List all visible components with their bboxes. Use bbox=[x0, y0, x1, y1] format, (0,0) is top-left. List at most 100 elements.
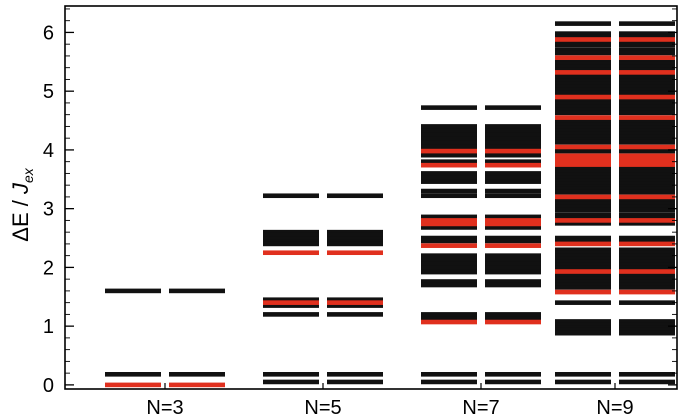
energy-level-right-black bbox=[619, 67, 675, 72]
energy-level-right-black bbox=[619, 122, 675, 127]
energy-level-left-black bbox=[555, 178, 611, 183]
energy-level-right-black bbox=[619, 137, 675, 142]
energy-level-left-black bbox=[421, 214, 477, 220]
energy-level-right-black bbox=[619, 125, 675, 130]
energy-level-left-black bbox=[555, 134, 611, 139]
energy-level-right-black bbox=[485, 257, 541, 263]
energy-level-left-black bbox=[421, 279, 477, 284]
energy-level-left-black bbox=[555, 137, 611, 142]
energy-level-left-black bbox=[421, 136, 477, 142]
energy-level-left-black bbox=[555, 250, 611, 256]
energy-level-left-black bbox=[555, 212, 611, 217]
energy-level-right-black bbox=[619, 330, 675, 336]
energy-level-right-black bbox=[327, 236, 383, 242]
energy-level-left-black bbox=[555, 107, 611, 113]
level-column-n5 bbox=[263, 193, 383, 385]
energy-level-left-black bbox=[555, 58, 611, 63]
energy-level-left-red bbox=[555, 241, 611, 247]
energy-level-left-black bbox=[555, 34, 611, 39]
y-tick-label: 3 bbox=[43, 199, 54, 221]
energy-level-left-black bbox=[555, 330, 611, 336]
energy-level-left-black bbox=[421, 238, 477, 244]
energy-level-right-black bbox=[327, 297, 383, 303]
energy-level-left-black bbox=[421, 140, 477, 146]
energy-level-left-red bbox=[555, 218, 611, 223]
energy-level-right-black bbox=[485, 179, 541, 184]
energy-level-left-red bbox=[421, 319, 477, 325]
energy-level-right-red bbox=[619, 156, 675, 162]
energy-level-right-black bbox=[619, 58, 675, 63]
energy-level-right-black bbox=[485, 253, 541, 258]
energy-level-right-black bbox=[619, 186, 675, 192]
energy-level-right-black bbox=[485, 132, 541, 137]
energy-level-left-red bbox=[555, 156, 611, 162]
energy-level-right-black bbox=[485, 152, 541, 158]
energy-level-left-black bbox=[421, 269, 477, 275]
energy-level-right-red bbox=[619, 218, 675, 223]
energy-level-left-black bbox=[555, 119, 611, 125]
energy-level-right-black bbox=[619, 87, 675, 93]
energy-level-right-black bbox=[327, 239, 383, 244]
energy-level-left-red bbox=[421, 243, 477, 248]
energy-level-left-red bbox=[263, 300, 319, 305]
energy-level-right-black bbox=[619, 189, 675, 195]
energy-level-left-red bbox=[421, 162, 477, 168]
energy-level-right-red bbox=[619, 115, 675, 120]
energy-level-right-black bbox=[485, 238, 541, 244]
energy-level-left-black bbox=[555, 67, 611, 72]
energy-level-right-red bbox=[619, 153, 675, 159]
energy-level-right-black bbox=[619, 325, 675, 330]
energy-level-left-red bbox=[555, 159, 611, 164]
y-axis-title-sub: ex bbox=[20, 167, 36, 183]
energy-level-right-black bbox=[619, 319, 675, 324]
energy-level-left-black bbox=[555, 184, 611, 189]
energy-level-right-red bbox=[619, 144, 675, 150]
energy-level-right-red bbox=[619, 162, 675, 167]
energy-level-right-black bbox=[485, 261, 541, 267]
energy-level-left-black bbox=[555, 47, 611, 53]
energy-level-right-black bbox=[485, 128, 541, 133]
energy-level-left-black bbox=[421, 265, 477, 271]
energy-level-left-black bbox=[555, 101, 611, 107]
energy-level-left-black bbox=[555, 31, 611, 36]
energy-level-right-black bbox=[619, 212, 675, 217]
energy-level-left-black bbox=[555, 300, 611, 305]
energy-level-right-black bbox=[619, 134, 675, 139]
category-label: N=5 bbox=[304, 397, 341, 419]
energy-level-left-black bbox=[421, 124, 477, 129]
energy-level-right-black bbox=[327, 303, 383, 308]
category-label: N=9 bbox=[596, 397, 633, 419]
energy-level-left-black bbox=[105, 288, 161, 294]
energy-level-right-black bbox=[619, 285, 675, 290]
energy-level-left-black bbox=[555, 265, 611, 270]
energy-level-right-black bbox=[619, 139, 675, 145]
energy-level-right-black bbox=[619, 300, 675, 305]
level-column-n9 bbox=[555, 21, 675, 385]
energy-level-right-black bbox=[619, 64, 675, 69]
energy-level-left-black bbox=[263, 379, 319, 385]
energy-level-right-black bbox=[619, 282, 675, 287]
energy-level-left-black bbox=[555, 61, 611, 66]
energy-level-left-black bbox=[263, 236, 319, 242]
energy-level-left-black bbox=[555, 372, 611, 377]
energy-level-right-black bbox=[619, 43, 675, 48]
energy-level-left-black bbox=[555, 273, 611, 278]
energy-level-right-black bbox=[619, 107, 675, 113]
energy-level-right-red bbox=[485, 218, 541, 223]
energy-level-left-red bbox=[555, 144, 611, 150]
energy-level-left-black bbox=[263, 234, 319, 240]
energy-level-left-black bbox=[555, 148, 611, 154]
energy-level-left-black bbox=[555, 379, 611, 385]
energy-level-right-black bbox=[619, 61, 675, 66]
energy-level-right-black bbox=[485, 144, 541, 150]
level-column-n3 bbox=[105, 288, 225, 388]
y-axis-title-italic: J bbox=[8, 182, 33, 195]
energy-level-left-black bbox=[263, 239, 319, 244]
energy-level-left-black bbox=[555, 238, 611, 244]
labels-layer: N=3 N=5 N=7 N=9 0 1 2 3 4 5 6 bbox=[43, 22, 634, 419]
energy-level-left-black bbox=[555, 221, 611, 226]
energy-level-right-black bbox=[619, 279, 675, 284]
energy-level-right-black bbox=[619, 101, 675, 107]
energy-level-left-black bbox=[421, 316, 477, 321]
energy-level-right-black bbox=[485, 269, 541, 275]
